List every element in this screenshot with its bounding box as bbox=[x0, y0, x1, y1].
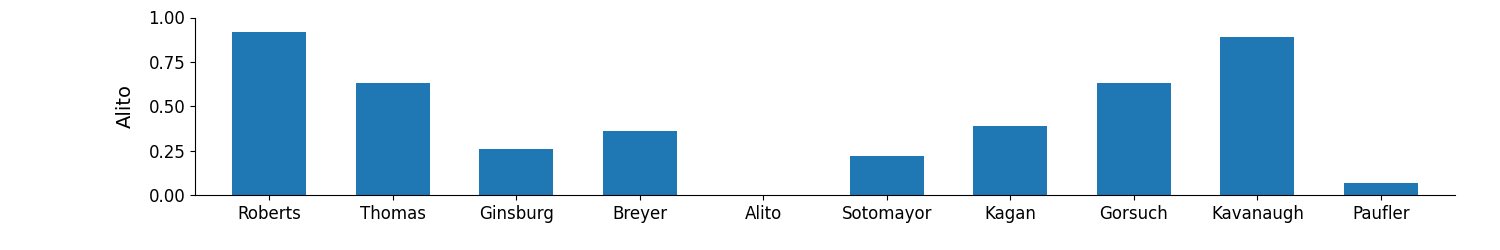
Bar bbox=[849, 156, 924, 195]
Y-axis label: Alito: Alito bbox=[116, 84, 135, 128]
Bar bbox=[974, 126, 1047, 195]
Bar bbox=[1344, 182, 1418, 195]
Bar bbox=[1221, 37, 1294, 195]
Bar bbox=[356, 83, 429, 195]
Bar bbox=[1096, 83, 1172, 195]
Bar bbox=[232, 32, 306, 195]
Bar bbox=[603, 131, 676, 195]
Bar bbox=[478, 149, 554, 195]
